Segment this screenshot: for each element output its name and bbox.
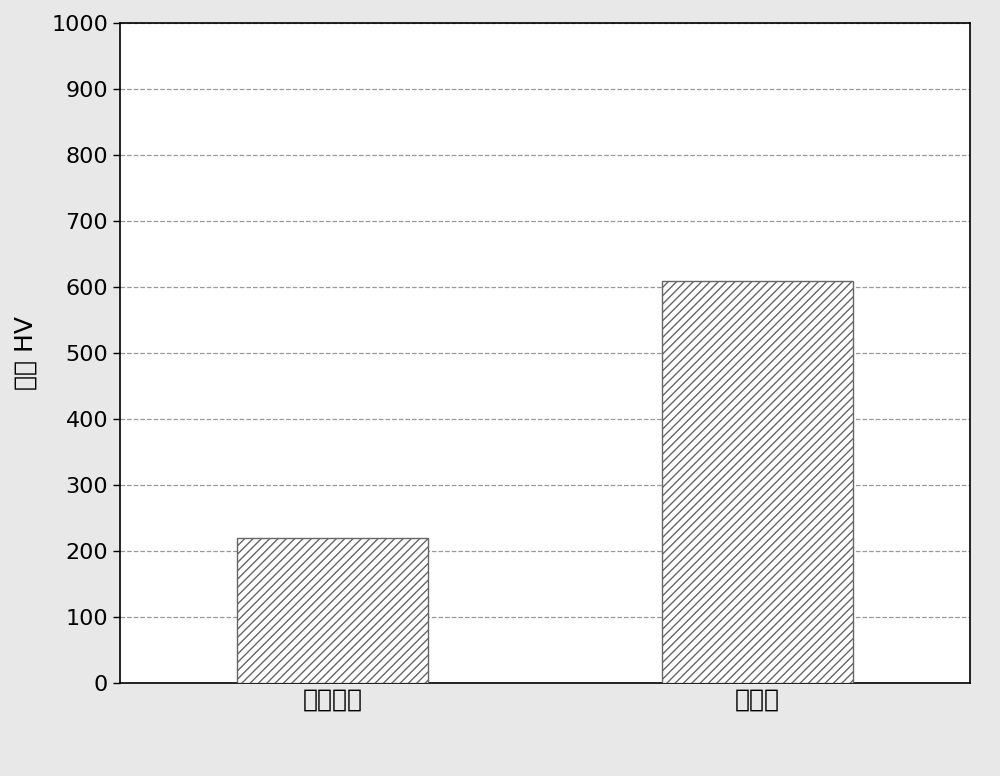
Y-axis label: 硬度 HV: 硬度 HV [13,316,37,390]
Bar [662,280,853,683]
Bar [237,538,428,683]
